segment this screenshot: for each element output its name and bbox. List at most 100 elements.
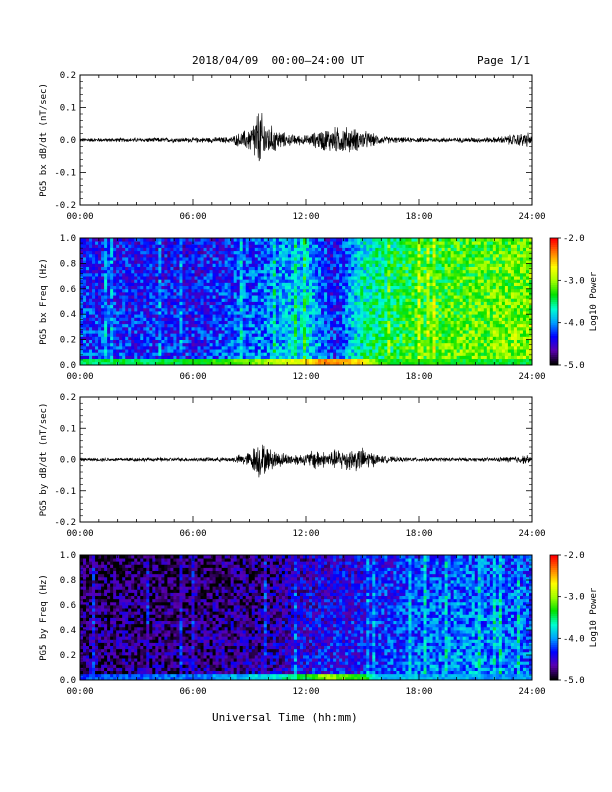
heatmap-cell [242, 295, 247, 299]
heatmap-cell [272, 314, 277, 318]
heatmap-cell [381, 295, 385, 299]
heatmap-cell [441, 263, 446, 267]
heatmap-cell [227, 349, 232, 353]
heatmap-cell [399, 323, 403, 328]
heatmap-cell [83, 260, 87, 264]
heatmap-cell [203, 336, 207, 340]
heatmap-cell [110, 355, 114, 360]
heatmap-cell [110, 330, 114, 334]
heatmap-cell [188, 330, 192, 334]
heatmap-cell [414, 298, 418, 302]
heatmap-cell [414, 279, 418, 283]
heatmap-cell [191, 244, 195, 248]
heatmap-cell [176, 244, 180, 248]
heatmap-cell [357, 349, 361, 353]
heatmap-cell [399, 311, 403, 315]
heatmap-cell [293, 314, 298, 318]
heatmap-cell [342, 291, 346, 296]
heatmap-cell [98, 326, 102, 331]
heatmap-cell [233, 291, 238, 296]
heatmap-cell [414, 241, 418, 245]
heatmap-cell [119, 282, 123, 287]
heatmap-cell [260, 269, 265, 274]
heatmap-cell [251, 298, 256, 302]
heatmap-cell [134, 336, 138, 340]
heatmap-cell [393, 358, 397, 363]
heatmap-cell [119, 333, 123, 337]
heatmap-cell [312, 352, 316, 356]
heatmap-cell [342, 333, 346, 337]
heatmap-cell [239, 250, 244, 255]
heatmap-cell [191, 298, 195, 302]
heatmap-cell [134, 326, 138, 331]
heatmap-cell [429, 307, 433, 312]
heatmap-cell [281, 295, 286, 299]
heatmap-cell [357, 260, 361, 264]
heatmap-cell [302, 247, 307, 252]
heatmap-cell [257, 288, 262, 293]
heatmap-cell [185, 342, 189, 347]
heatmap-cell [164, 333, 168, 337]
heatmap-cell [263, 301, 268, 306]
heatmap-cell [272, 269, 277, 274]
heatmap-cell [161, 285, 165, 290]
heatmap-cell [215, 247, 220, 252]
heatmap-cell [152, 288, 156, 293]
heatmap-cell [290, 339, 295, 344]
heatmap-cell [155, 276, 159, 280]
heatmap-cell [182, 301, 186, 306]
heatmap-cell [257, 311, 262, 315]
heatmap-cell [263, 266, 268, 271]
heatmap-cell [345, 349, 349, 353]
heatmap-cell [116, 282, 120, 287]
heatmap-cell [212, 323, 216, 328]
heatmap-cell [315, 285, 319, 290]
heatmap-cell [306, 263, 310, 267]
heatmap-cell [399, 238, 403, 242]
heatmap-cell [378, 333, 382, 337]
heatmap-cell [134, 269, 138, 274]
heatmap-cell [230, 244, 235, 248]
heatmap-cell [312, 339, 316, 344]
heatmap-cell [287, 238, 292, 242]
heatmap-cell [375, 244, 379, 248]
heatmap-cell [185, 250, 189, 255]
heatmap-cell [101, 317, 105, 321]
heatmap-cell [366, 304, 370, 309]
heatmap-cell [432, 326, 436, 331]
heatmap-cell [203, 295, 207, 299]
heatmap-cell [254, 333, 259, 337]
heatmap-cell [441, 253, 446, 258]
heatmap-cell [357, 317, 361, 321]
heatmap-cell [83, 272, 87, 277]
heatmap-cell [354, 330, 358, 334]
heatmap-cell [86, 339, 90, 344]
heatmap-cell [98, 330, 102, 334]
heatmap-cell [98, 358, 102, 363]
heatmap-cell [188, 269, 192, 274]
heatmap-cell [158, 361, 162, 366]
heatmap-cell [236, 345, 241, 350]
heatmap-cell [89, 342, 93, 347]
heatmap-cell [248, 250, 253, 255]
heatmap-cell [116, 307, 120, 312]
heatmap-cell [170, 361, 174, 366]
heatmap-cell [363, 250, 367, 255]
heatmap-cell [257, 253, 262, 258]
heatmap-cell [351, 241, 355, 245]
heatmap-cell [293, 352, 298, 356]
heatmap-cell [143, 333, 147, 337]
heatmap-cell [423, 323, 427, 328]
heatmap-cell [251, 358, 256, 363]
heatmap-cell [306, 253, 310, 258]
heatmap-cell [152, 336, 156, 340]
heatmap-cell [284, 260, 289, 264]
heatmap-cell [438, 352, 442, 356]
heatmap-cell [107, 323, 111, 328]
heatmap-cell [405, 276, 409, 280]
heatmap-cell [420, 291, 424, 296]
heatmap-cell [236, 317, 241, 321]
heatmap-cell [128, 361, 132, 366]
heatmap-cell [290, 260, 295, 264]
heatmap-cell [426, 288, 430, 293]
